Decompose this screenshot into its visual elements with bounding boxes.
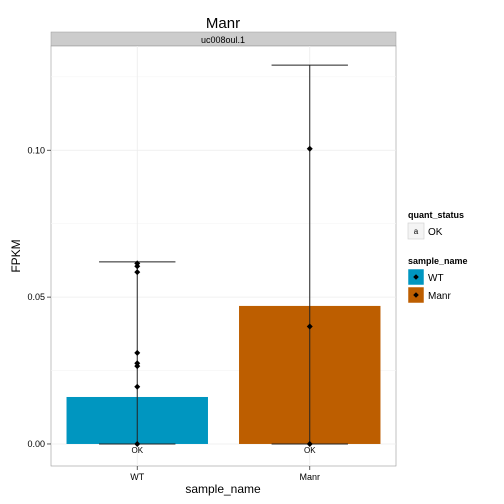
- replicate-point: [134, 360, 141, 367]
- replicate-point: [306, 323, 313, 330]
- y-tick-label: 0.00: [27, 439, 45, 449]
- facet-label: uc008oul.1: [201, 35, 245, 45]
- replicate-point: [134, 440, 141, 447]
- annotation-layer: OK OK: [131, 446, 316, 455]
- y-tick-label: 0.05: [27, 292, 45, 302]
- y-axis-title: FPKM: [9, 239, 23, 272]
- replicate-point: [134, 269, 141, 276]
- bar-status-label: OK: [131, 446, 143, 455]
- legend-title: quant_status: [408, 210, 464, 220]
- legend-key-glyph: a: [414, 227, 419, 236]
- x-axis-title: sample_name: [185, 482, 261, 496]
- chart-title: Manr: [206, 15, 240, 32]
- legend-label: WT: [428, 273, 444, 284]
- points-layer: [134, 145, 313, 447]
- replicate-point: [306, 440, 313, 447]
- replicate-point: [134, 349, 141, 356]
- legend-key-point: [413, 274, 419, 280]
- replicate-point: [306, 145, 313, 152]
- legend-label: OK: [428, 227, 443, 238]
- y-axis: 0.00 0.05 0.10: [27, 145, 51, 449]
- legend-key-point: [413, 292, 419, 298]
- x-axis: WT Manr: [130, 466, 320, 482]
- x-tick-label: WT: [130, 472, 144, 482]
- bar-status-label: OK: [304, 446, 316, 455]
- replicate-point: [134, 260, 141, 267]
- x-tick-label: Manr: [299, 472, 320, 482]
- legend-label: Manr: [428, 291, 451, 302]
- legend-key: [407, 222, 425, 240]
- y-tick-label: 0.10: [27, 145, 45, 155]
- legend-title: sample_name: [408, 256, 468, 266]
- replicate-point: [134, 383, 141, 390]
